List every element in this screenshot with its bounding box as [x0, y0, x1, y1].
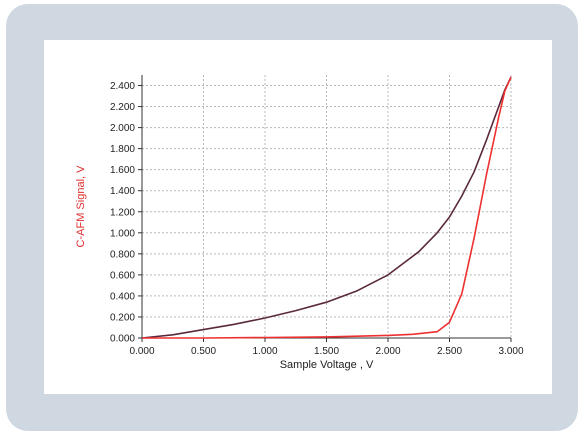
- series-line-1: [141, 76, 512, 339]
- y-tick-label: 0.000: [110, 334, 135, 345]
- y-tick-label: 1.200: [110, 207, 135, 218]
- x-tick-label: 1.000: [252, 346, 277, 357]
- x-tick-label: 1.500: [314, 346, 339, 357]
- x-tick-label: 0.000: [129, 346, 154, 357]
- x-tick-label: 3.000: [498, 346, 523, 357]
- y-tick-label: 2.000: [110, 123, 135, 134]
- y-tick-labels: 0.000 0.200 0.400 0.600 0.800 1.000 1.200 1.400…: [110, 81, 135, 344]
- chart-panel: 0.000 0.500 1.000 1.500 2.000 2.500 3.000 0.00…: [44, 40, 552, 394]
- y-tick-label: 0.800: [110, 249, 135, 260]
- x-axis-label: Sample Voltage , V: [280, 359, 374, 371]
- y-tick-label: 1.000: [110, 228, 135, 239]
- y-tick-label: 2.200: [110, 102, 135, 113]
- y-tick-label: 1.800: [110, 144, 135, 155]
- y-tick-label: 1.400: [110, 186, 135, 197]
- y-tick-label: 0.200: [110, 312, 135, 323]
- y-tick-label: 2.400: [110, 81, 135, 92]
- y-tick-label: 0.400: [110, 291, 135, 302]
- card-frame: 0.000 0.500 1.000 1.500 2.000 2.500 3.000 0.00…: [6, 4, 578, 431]
- y-tick-label: 1.600: [110, 165, 135, 176]
- x-tick-label: 2.500: [437, 346, 462, 357]
- iv-curve-chart: 0.000 0.500 1.000 1.500 2.000 2.500 3.000 0.00…: [75, 75, 524, 371]
- y-axis-label: C-AFM Signal, V: [75, 165, 87, 248]
- series-line-2: [142, 76, 512, 339]
- x-tick-label: 2.000: [375, 346, 400, 357]
- y-tick-label: 0.600: [110, 270, 135, 281]
- grid-lines: [142, 75, 512, 338]
- x-tick-labels: 0.000 0.500 1.000 1.500 2.000 2.500 3.000: [129, 346, 523, 357]
- x-tick-label: 0.500: [191, 346, 216, 357]
- data-series: [141, 76, 512, 339]
